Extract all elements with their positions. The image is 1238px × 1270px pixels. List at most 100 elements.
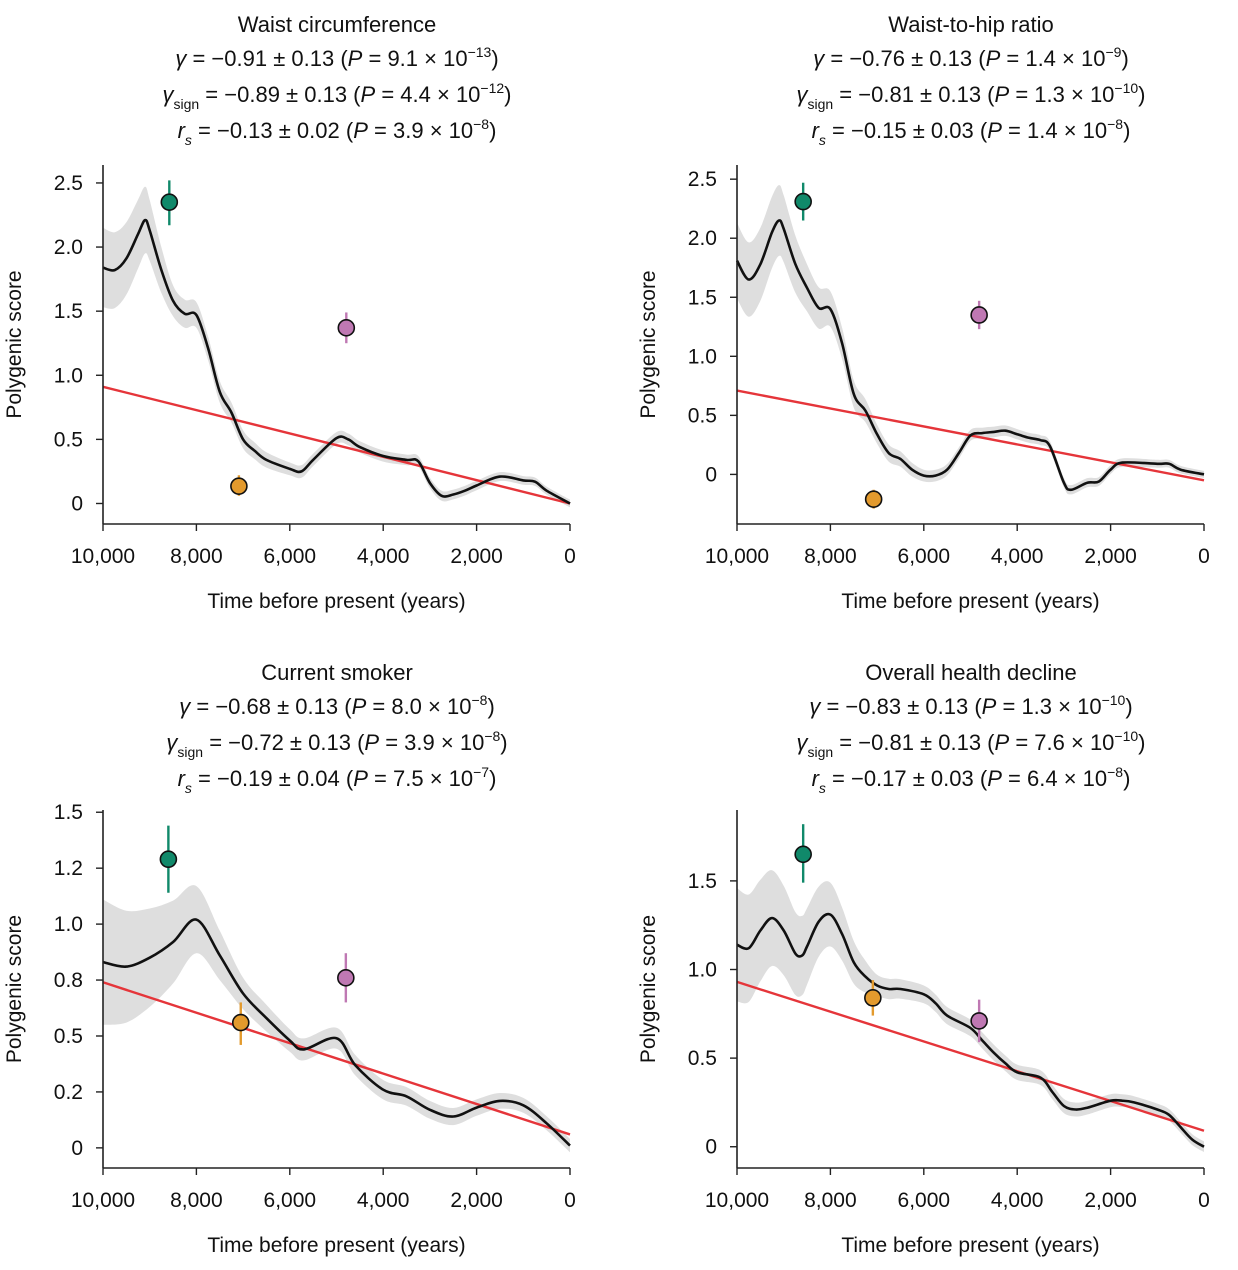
y-tick-label: 1.5 [688, 870, 717, 893]
y-tick-label: 0 [705, 463, 717, 486]
stat-p-label: P [364, 730, 380, 755]
y-tick-label: 0 [705, 1136, 717, 1159]
stat-eq: = [1009, 730, 1035, 755]
stat-estimate: −0.13 ± 0.02 [216, 118, 340, 143]
stat-estimate: −0.15 ± 0.03 [850, 118, 974, 143]
p-mantissa: 1.3 [1021, 694, 1053, 719]
p-times: × 10 [1064, 82, 1115, 107]
stat-symbol: γ [796, 82, 808, 107]
panel-title: Waist-to-hip ratio [888, 12, 1054, 37]
polygenic-score-curve [735, 219, 1205, 492]
stat-subscript: s [184, 132, 192, 148]
purple-data-point [970, 306, 988, 324]
stat-eq: = [191, 766, 217, 791]
x-tick-label: 6,000 [898, 545, 951, 568]
x-tick-label: 10,000 [705, 545, 769, 568]
stat-p-label: P [353, 766, 368, 791]
stat-eq: = [825, 766, 851, 791]
x-tick-label: 10,000 [71, 545, 135, 568]
regression-line [102, 385, 571, 505]
stat-symbol: γ [796, 730, 808, 755]
stat-p-label: P [351, 694, 367, 719]
p-mantissa: 1.4 [1026, 118, 1058, 143]
p-exponent: −8 [484, 728, 501, 744]
stat-open: ( [972, 46, 986, 71]
stat-eq: = [367, 118, 393, 143]
x-tick-label: 6,000 [898, 1189, 951, 1212]
stat-subscript: s [184, 780, 192, 796]
stat-p-label: P [347, 46, 363, 71]
stat-close: ) [1121, 46, 1129, 71]
stat-line: γsign = −0.72 ± 0.13 (P = 3.9 × 10−8) [57, 726, 617, 762]
stat-symbol: r [177, 766, 185, 791]
x-tick-label: 2,000 [1084, 1189, 1137, 1212]
stat-close: ) [504, 82, 512, 107]
y-axis-label: Polygenic score [637, 915, 660, 1063]
x-tick-label: 8,000 [804, 1189, 857, 1212]
confidence-band [737, 185, 1204, 495]
stat-subscript: sign [807, 96, 834, 112]
stat-open: ( [973, 118, 988, 143]
p-times: × 10 [418, 46, 468, 71]
p-mantissa: 3.9 [392, 118, 424, 143]
x-tick-label: 6,000 [264, 545, 317, 568]
stat-eq: = [199, 82, 225, 107]
stat-eq: = [833, 82, 859, 107]
x-tick-label: 0 [564, 1189, 576, 1212]
stat-line: γsign = −0.81 ± 0.13 (P = 1.3 × 10−10) [691, 78, 1238, 114]
stat-subscript: sign [177, 744, 204, 760]
y-tick-label: 2.0 [54, 236, 83, 259]
stat-estimate: −0.19 ± 0.04 [216, 766, 340, 791]
green-data-point [794, 845, 812, 864]
y-tick-label: 2.5 [688, 168, 717, 191]
regression-line [102, 981, 571, 1136]
x-tick-label: 2,000 [450, 545, 503, 568]
panel-header: Current smoker γ = −0.68 ± 0.13 (P = 8.0 … [57, 656, 617, 798]
stat-estimate: −0.91 ± 0.13 [211, 46, 335, 71]
stat-close: ) [491, 46, 499, 71]
stat-close: ) [1123, 766, 1131, 791]
stat-open: ( [981, 730, 995, 755]
stat-open: ( [338, 694, 352, 719]
x-tick-label: 4,000 [991, 1189, 1044, 1212]
p-exponent: −7 [473, 764, 490, 780]
stat-estimate: −0.76 ± 0.13 [849, 46, 973, 71]
stat-line: γ = −0.91 ± 0.13 (P = 9.1 × 10−13) [57, 42, 617, 78]
stat-eq: = [186, 46, 212, 71]
y-tick-label: 1.0 [54, 364, 83, 387]
panel-header: Waist-to-hip ratio γ = −0.76 ± 0.13 (P = … [691, 8, 1238, 150]
x-axis-label: Time before present (years) [207, 1234, 465, 1257]
p-mantissa: 6.4 [1026, 766, 1058, 791]
y-tick-label: 0 [71, 1137, 83, 1160]
p-exponent: −8 [1107, 116, 1124, 132]
orange-data-point [231, 1013, 250, 1032]
stat-open: ( [347, 82, 361, 107]
stat-eq: = [1000, 46, 1026, 71]
stat-line: γ = −0.68 ± 0.13 (P = 8.0 × 10−8) [57, 690, 617, 726]
purple-data-point [970, 1012, 988, 1030]
stat-eq: = [833, 730, 859, 755]
x-tick-label: 2,000 [1084, 545, 1137, 568]
stat-estimate: −0.72 ± 0.13 [228, 730, 351, 755]
y-tick-label: 0 [71, 492, 83, 515]
stat-eq: = [190, 694, 216, 719]
stat-line: γsign = −0.81 ± 0.13 (P = 7.6 × 10−10) [691, 726, 1238, 762]
stat-p-label: P [360, 82, 376, 107]
x-tick-label: 10,000 [705, 1189, 769, 1212]
y-tick-label: 0.5 [688, 1047, 717, 1070]
confidence-band [737, 870, 1204, 1152]
stat-eq: = [820, 694, 846, 719]
polygenic-score-curve [102, 218, 571, 505]
panel-1: 0 0.5 1.0 1.5 2.0 2.5 10,000 8,000 6,000 4,000 2,0… [637, 165, 1210, 613]
x-axis-label: Time before present (years) [207, 590, 465, 613]
stat-eq: = [367, 766, 393, 791]
stat-eq: = [379, 730, 405, 755]
stat-close: ) [489, 766, 497, 791]
p-times: × 10 [1057, 118, 1108, 143]
p-times: × 10 [434, 730, 485, 755]
stat-symbol: γ [179, 694, 191, 719]
regression-line [736, 980, 1205, 1132]
p-mantissa: 9.1 [387, 46, 419, 71]
orange-data-point [864, 989, 882, 1007]
y-tick-label: 1.5 [54, 801, 83, 824]
